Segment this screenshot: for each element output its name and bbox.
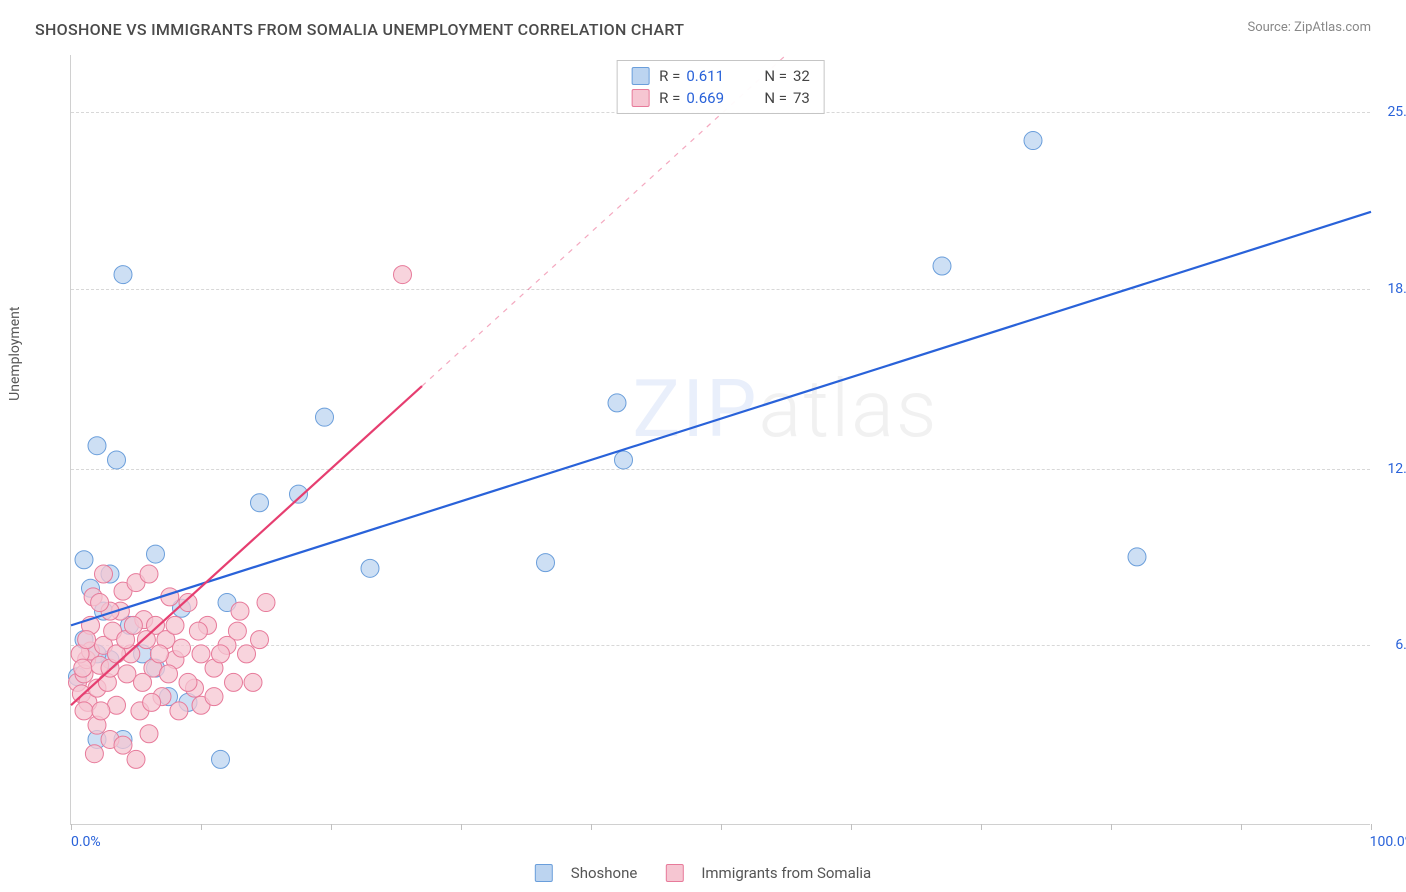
chart-title: SHOSHONE VS IMMIGRANTS FROM SOMALIA UNEM… [35,20,684,39]
scatter-point-somalia [75,702,93,720]
scatter-point-somalia [231,602,249,620]
scatter-point-somalia [160,665,178,683]
bottom-legend: Shoshone Immigrants from Somalia [535,864,871,882]
scatter-point-somalia [189,622,207,640]
scatter-point-somalia [238,645,256,663]
x-tick [331,824,332,830]
x-tick [71,824,72,830]
x-tick [1111,824,1112,830]
scatter-point-shoshone [316,408,334,426]
x-tick [1371,824,1372,830]
scatter-point-somalia [140,725,158,743]
scatter-point-somalia [134,673,152,691]
scatter-point-shoshone [933,257,951,275]
scatter-point-somalia [205,688,223,706]
scatter-point-somalia [394,266,412,284]
scatter-point-somalia [179,673,197,691]
n-label: N = [764,89,787,107]
scatter-point-shoshone [212,750,230,768]
legend-swatch [665,864,683,882]
scatter-point-somalia [192,645,210,663]
stats-row-shoshone: R = 0.611 N = 32 [631,65,810,87]
scatter-point-somalia [257,594,275,612]
x-tick [851,824,852,830]
r-value: 0.669 [686,89,746,107]
scatter-point-somalia [225,673,243,691]
x-tick [201,824,202,830]
scatter-plot-svg [71,55,1370,824]
scatter-point-shoshone [147,545,165,563]
scatter-point-somalia [143,693,161,711]
scatter-point-shoshone [608,394,626,412]
scatter-point-shoshone [75,551,93,569]
r-value: 0.611 [686,67,746,85]
scatter-point-somalia [251,631,269,649]
scatter-point-somalia [173,639,191,657]
scatter-point-somalia [92,702,110,720]
scatter-point-somalia [127,750,145,768]
n-value: 32 [793,67,810,85]
scatter-point-shoshone [88,437,106,455]
x-axis-min-label: 0.0% [71,834,101,850]
scatter-point-somalia [228,622,246,640]
trend-line-shoshone [71,212,1371,626]
scatter-point-shoshone [615,451,633,469]
legend-swatch [631,67,649,85]
legend-label: Shoshone [571,864,638,882]
n-value: 73 [793,89,810,107]
scatter-point-somalia [78,631,96,649]
scatter-point-somalia [91,594,109,612]
scatter-point-somalia [137,631,155,649]
stats-row-somalia: R = 0.669 N = 73 [631,87,810,109]
scatter-point-somalia [212,645,230,663]
scatter-point-somalia [166,616,184,634]
scatter-point-shoshone [1128,548,1146,566]
x-tick [461,824,462,830]
chart-container: Unemployment ZIPatlas 6.3%12.5%18.8%25.0… [50,55,1370,825]
scatter-point-shoshone [108,451,126,469]
legend-swatch [631,89,649,107]
y-tick-label: 12.5% [1387,461,1406,477]
r-label: R = [659,67,680,85]
scatter-point-somalia [170,702,188,720]
legend-item-shoshone: Shoshone [535,864,638,882]
n-label: N = [764,67,787,85]
y-tick-label: 25.0% [1387,104,1406,120]
scatter-point-somalia [118,665,136,683]
scatter-point-somalia [74,659,92,677]
x-tick [1241,824,1242,830]
x-tick [591,824,592,830]
source-label: Source: ZipAtlas.com [1247,20,1371,35]
scatter-point-somalia [150,645,168,663]
scatter-point-shoshone [251,494,269,512]
scatter-point-somalia [114,736,132,754]
scatter-point-shoshone [290,485,308,503]
legend-label: Immigrants from Somalia [701,864,871,882]
x-tick [721,824,722,830]
scatter-point-somalia [244,673,262,691]
scatter-point-shoshone [114,266,132,284]
scatter-point-shoshone [361,559,379,577]
scatter-point-somalia [140,565,158,583]
x-axis-max-label: 100.0% [1370,834,1406,850]
plot-area: ZIPatlas 6.3%12.5%18.8%25.0% 0.0% 100.0%… [70,55,1370,825]
y-tick-label: 6.3% [1395,637,1406,653]
x-tick [981,824,982,830]
legend-swatch [535,864,553,882]
y-tick-label: 18.8% [1387,281,1406,297]
legend-item-somalia: Immigrants from Somalia [665,864,871,882]
scatter-point-shoshone [1024,132,1042,150]
scatter-point-somalia [124,616,142,634]
scatter-point-somalia [95,565,113,583]
scatter-point-shoshone [537,554,555,572]
scatter-point-somalia [179,594,197,612]
y-axis-label: Unemployment [7,307,23,401]
r-label: R = [659,89,680,107]
stats-legend: R = 0.611 N = 32 R = 0.669 N = 73 [616,60,825,114]
scatter-point-somalia [85,745,103,763]
